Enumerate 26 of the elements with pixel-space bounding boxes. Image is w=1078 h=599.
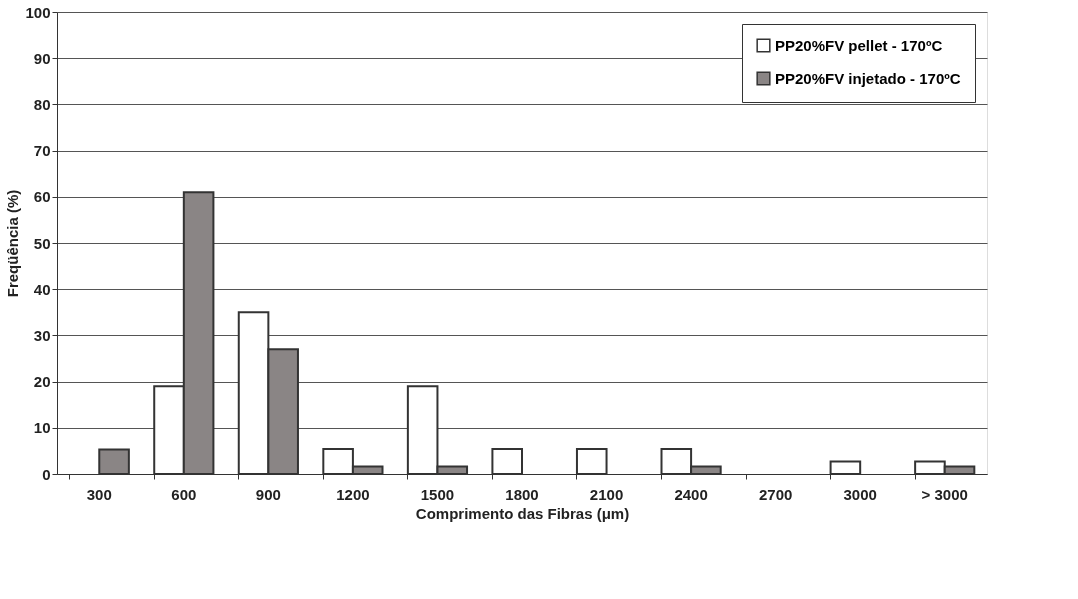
legend-label: PP20%FV pellet - 170ºC <box>775 36 943 54</box>
x-tick-label: 900 <box>255 485 281 503</box>
y-tick-label: 90 <box>33 49 51 67</box>
y-tick-label: 30 <box>33 326 51 344</box>
x-tick-label: 1200 <box>336 485 370 503</box>
legend-label: PP20%FV injetado - 170ºC <box>775 69 961 87</box>
x-tick-label: 600 <box>171 485 197 503</box>
y-tick-label: 20 <box>33 373 51 391</box>
y-tick-label: 50 <box>33 234 51 252</box>
y-tick-label: 60 <box>33 188 51 206</box>
x-tick-label: 3000 <box>843 485 877 503</box>
x-tick-label: 1500 <box>420 485 455 503</box>
y-tick-label: 10 <box>33 419 51 437</box>
x-tick-label: 300 <box>86 485 112 503</box>
x-tick-label: 1800 <box>505 485 539 503</box>
y-tick-label: 80 <box>33 95 51 113</box>
x-tick-label: 2700 <box>758 485 793 503</box>
y-tick-label: 0 <box>42 465 51 483</box>
x-tick-label: > 3000 <box>921 485 968 503</box>
x-tick-label: 2100 <box>589 485 624 503</box>
x-tick-label: 2400 <box>674 485 708 503</box>
x-axis-title: Comprimento das Fibras (μm) <box>415 504 630 522</box>
y-tick-label: 40 <box>33 280 51 298</box>
y-tick-label: 70 <box>33 142 51 160</box>
y-axis-title: Freqüência (%) <box>4 189 22 298</box>
y-tick-label: 100 <box>25 3 51 21</box>
